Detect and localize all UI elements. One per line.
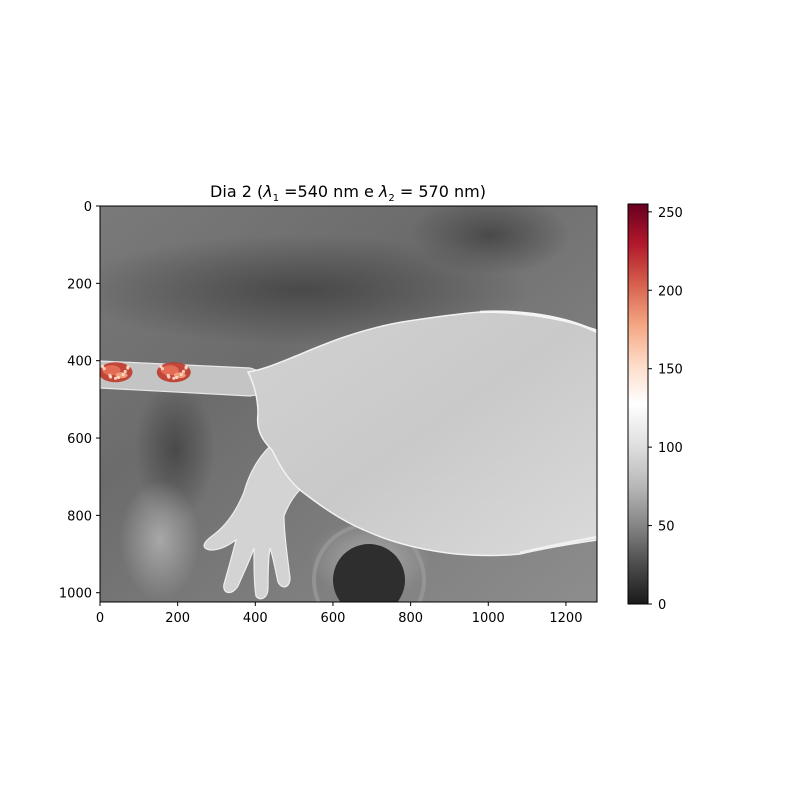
y-tick-label: 400	[67, 355, 92, 370]
colorbar-tick-label: 100	[658, 441, 683, 456]
x-tick-label: 200	[165, 611, 190, 626]
colorbar-tick-label: 250	[658, 206, 683, 221]
x-tick-label: 400	[243, 611, 268, 626]
x-tick-label: 600	[321, 611, 346, 626]
x-tick-label: 1200	[549, 611, 582, 626]
highlight-spot	[157, 362, 191, 382]
y-tick-label: 0	[84, 200, 92, 215]
colorbar-tick-label: 150	[658, 363, 683, 378]
x-tick-label: 1000	[472, 611, 505, 626]
x-tick-label: 0	[96, 611, 104, 626]
x-axis: 0 200 400 600 800 1000 1200	[96, 602, 583, 626]
y-tick-label: 200	[67, 277, 92, 292]
colorbar-tick-label: 0	[658, 598, 666, 613]
highlight-spot	[99, 362, 133, 382]
hole	[333, 544, 405, 616]
colorbar-tick-label: 200	[658, 284, 683, 299]
y-tick-label: 600	[67, 432, 92, 447]
colorbar-tick-label: 50	[658, 520, 675, 535]
shadow-top-right	[410, 195, 570, 275]
light-spot-left	[120, 480, 200, 600]
colorbar-axis: 0 50 100 150 200 250	[648, 206, 683, 613]
x-tick-label: 800	[398, 611, 423, 626]
image-area	[70, 195, 597, 635]
y-axis: 0 200 400 600 800 1000	[59, 200, 100, 602]
y-tick-label: 800	[67, 509, 92, 524]
colorbar	[628, 204, 648, 604]
chart-title: Dia 2 (λ1 =540 nm e λ2 = 570 nm)	[210, 182, 486, 204]
y-tick-label: 1000	[59, 587, 92, 602]
